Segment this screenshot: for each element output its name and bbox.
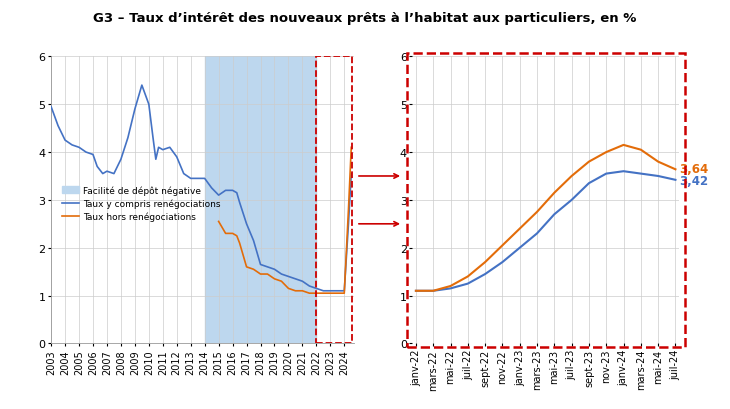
Text: 3,42: 3,42 bbox=[679, 175, 708, 188]
Legend: Facilité de dépôt négative, Taux y compris renégociations, Taux hors renégociati: Facilité de dépôt négative, Taux y compr… bbox=[58, 182, 224, 225]
Text: G3 – Taux d’intérêt des nouveaux prêts à l’habitat aux particuliers, en %: G3 – Taux d’intérêt des nouveaux prêts à… bbox=[93, 12, 637, 25]
Text: 3,64: 3,64 bbox=[679, 162, 708, 175]
Bar bbox=[204, 57, 316, 344]
